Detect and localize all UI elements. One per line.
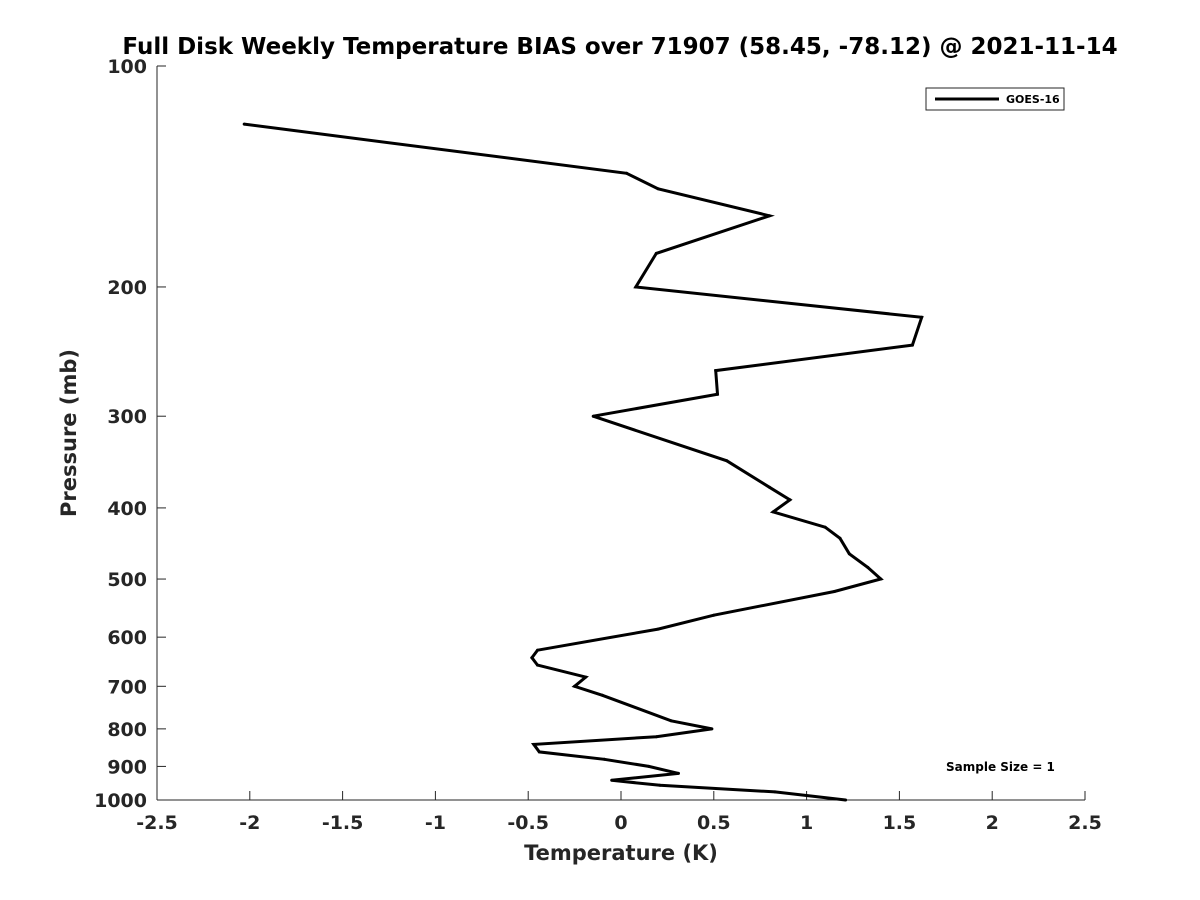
series-point — [537, 750, 541, 754]
series-point — [656, 627, 660, 631]
series-point — [838, 536, 842, 540]
series-point — [823, 525, 827, 529]
series-point — [866, 565, 870, 569]
series-point — [532, 742, 536, 746]
series-point — [658, 783, 662, 787]
series-point — [768, 485, 771, 489]
x-tick-label: -2 — [239, 812, 260, 834]
series-point — [910, 343, 914, 347]
series-point — [654, 251, 658, 255]
series-point — [844, 798, 848, 802]
series-point — [584, 675, 588, 679]
y-tick-label: 900 — [107, 756, 147, 778]
series-point — [669, 719, 673, 723]
series-point — [625, 171, 629, 175]
series-point — [725, 459, 729, 463]
series-point — [536, 648, 539, 652]
series-point — [536, 663, 539, 667]
series-point — [634, 285, 638, 289]
x-tick-label: 2.5 — [1068, 812, 1102, 834]
series-point — [714, 369, 718, 373]
x-axis-label: Temperature (K) — [524, 841, 718, 865]
x-tick-label: 1 — [800, 812, 813, 834]
y-tick-label: 700 — [107, 676, 147, 698]
y-tick-label: 300 — [107, 406, 147, 428]
x-tick-label: 2 — [986, 812, 999, 834]
y-tick-label: 1000 — [94, 790, 147, 812]
sample-size-annotation: Sample Size = 1 — [946, 760, 1055, 774]
y-axis-ticks: 100 200 300 400 500 600 700 800 900 1000 — [94, 56, 166, 812]
x-axis-ticks: -2.5 -2 -1.5 -1 -0.5 0 0.5 1 1.5 2 2.5 — [136, 791, 1102, 834]
series-point — [712, 613, 716, 617]
x-tick-label: -1 — [425, 812, 446, 834]
x-tick-label: 0 — [614, 812, 627, 834]
series-group — [242, 122, 924, 802]
series-line-goes-16 — [244, 122, 924, 802]
series-point — [654, 735, 658, 739]
y-tick-label: 100 — [107, 56, 147, 78]
series-point — [600, 693, 604, 697]
y-tick-label: 500 — [107, 569, 147, 591]
y-axis-label: Pressure (mb) — [57, 349, 81, 517]
y-tick-label: 800 — [107, 719, 147, 741]
x-tick-label: -0.5 — [507, 812, 549, 834]
series-point — [771, 510, 775, 514]
legend: GOES-16 — [925, 87, 1065, 111]
series-point — [677, 771, 680, 775]
legend-label: GOES-16 — [1006, 93, 1060, 106]
series-point — [768, 214, 771, 218]
series-point — [716, 392, 719, 396]
x-tick-label: -2.5 — [136, 812, 178, 834]
y-tick-label: 400 — [107, 498, 147, 520]
series-point — [773, 790, 777, 794]
series-point — [647, 764, 651, 768]
series-point — [656, 187, 660, 191]
series-point — [610, 778, 614, 782]
x-tick-label: -1.5 — [322, 812, 364, 834]
series-point — [788, 498, 792, 502]
series-point — [832, 590, 836, 593]
series-point — [530, 656, 534, 660]
x-tick-label: 1.5 — [883, 812, 917, 834]
series-point — [573, 684, 577, 688]
y-tick-label: 200 — [107, 277, 147, 299]
series-point — [710, 727, 714, 731]
chart-title: Full Disk Weekly Temperature BIAS over 7… — [122, 34, 1117, 60]
series-point — [242, 122, 246, 126]
series-point — [920, 315, 924, 319]
y-tick-label: 600 — [107, 627, 147, 649]
series-point — [879, 577, 883, 581]
series-point — [847, 552, 851, 556]
series-point — [602, 757, 606, 761]
series-point — [591, 414, 595, 418]
plot-area — [156, 66, 1085, 801]
x-tick-label: 0.5 — [697, 812, 731, 834]
